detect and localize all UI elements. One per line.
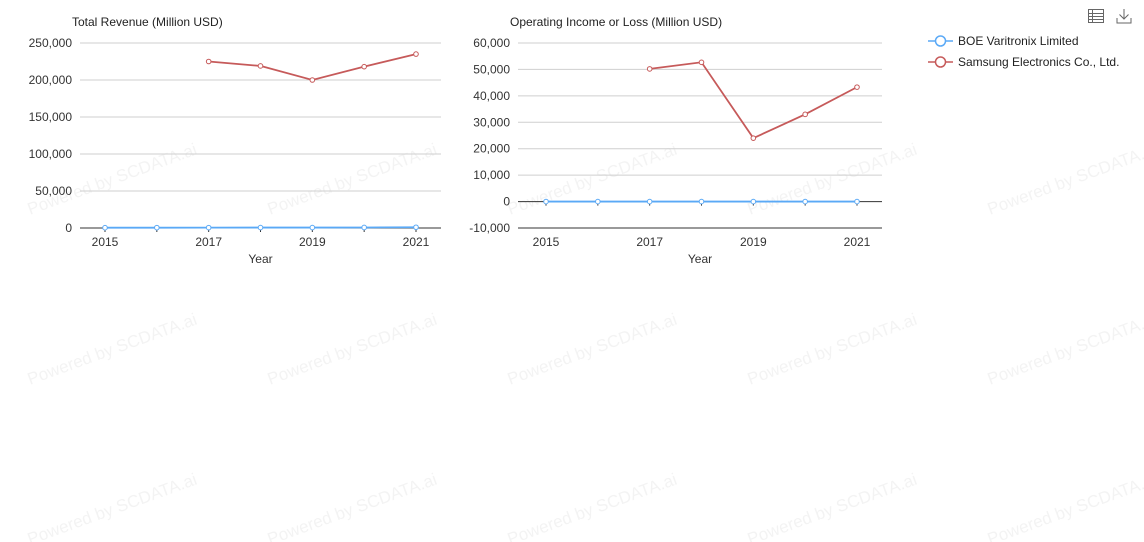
watermark-text: Powered by SCDATA.ai bbox=[745, 140, 920, 219]
watermark-text: Powered by SCDATA.ai bbox=[985, 310, 1144, 389]
data-point-samsung bbox=[750, 135, 757, 141]
data-point-samsung bbox=[361, 63, 367, 70]
data-point-samsung bbox=[309, 77, 316, 83]
legend-label-boe: BOE Varitronix Limited bbox=[958, 33, 1079, 48]
y-tick-label: 50,000 bbox=[35, 184, 72, 198]
y-tick-label: 0 bbox=[65, 221, 72, 235]
data-point-boe bbox=[309, 224, 316, 231]
x-axis-label: Year bbox=[688, 252, 712, 266]
data-point-boe bbox=[205, 224, 212, 231]
legend: BOE Varitronix Limited Samsung Electroni… bbox=[928, 30, 1119, 72]
data-point-boe bbox=[595, 198, 601, 205]
watermark-text: Powered by SCDATA.ai bbox=[505, 140, 680, 219]
watermark-text: Powered by SCDATA.ai bbox=[505, 470, 680, 542]
y-tick-label: 0 bbox=[503, 195, 510, 209]
x-tick-label: 2015 bbox=[533, 235, 560, 249]
watermark-layer: Powered by SCDATA.ai Powered by SCDATA.ai… bbox=[25, 140, 1144, 542]
data-point-boe bbox=[257, 224, 264, 231]
data-view-button[interactable] bbox=[1086, 6, 1106, 26]
y-tick-label: -10,000 bbox=[469, 221, 510, 235]
operating-income-chart: -10,000 0 10,000 20,000 30,000 40,000 50,000 60… bbox=[469, 36, 882, 266]
watermark-text: Powered by SCDATA.ai bbox=[985, 140, 1144, 219]
x-tick-label: 2015 bbox=[92, 235, 119, 249]
chart-title-revenue: Total Revenue (Million USD) bbox=[72, 15, 223, 29]
series-line-samsung bbox=[649, 61, 858, 140]
data-point-boe bbox=[361, 224, 367, 231]
y-tick-label: 50,000 bbox=[473, 62, 510, 76]
y-tick-label: 40,000 bbox=[473, 89, 510, 103]
download-icon bbox=[1116, 9, 1132, 24]
watermark-text: Powered by SCDATA.ai bbox=[985, 470, 1144, 542]
revenue-chart: 0 50,000 100,000 150,000 200,000 250,000 2015 2… bbox=[29, 36, 441, 266]
data-point-samsung bbox=[698, 59, 705, 66]
data-point-boe bbox=[543, 198, 549, 205]
watermark-text: Powered by SCDATA.ai bbox=[265, 140, 440, 219]
watermark-text: Powered by SCDATA.ai bbox=[265, 310, 440, 389]
legend-item-samsung[interactable]: Samsung Electronics Co., Ltd. bbox=[928, 51, 1119, 72]
x-tick-label: 2021 bbox=[403, 235, 430, 249]
data-point-boe bbox=[854, 198, 860, 205]
x-tick-label: 2017 bbox=[195, 235, 222, 249]
download-button[interactable] bbox=[1114, 6, 1134, 26]
legend-item-boe[interactable]: BOE Varitronix Limited bbox=[928, 30, 1119, 51]
data-point-samsung bbox=[854, 84, 860, 90]
chart-toolbar bbox=[1086, 6, 1134, 26]
data-point-boe bbox=[413, 224, 419, 231]
y-tick-label: 150,000 bbox=[29, 110, 73, 124]
y-tick-label: 250,000 bbox=[29, 36, 73, 50]
data-point-samsung bbox=[205, 58, 212, 65]
y-tick-label: 30,000 bbox=[473, 115, 510, 129]
watermark-text: Powered by SCDATA.ai bbox=[505, 310, 680, 389]
legend-line-circle-icon bbox=[928, 34, 953, 47]
data-point-boe bbox=[102, 224, 108, 231]
series-line-samsung bbox=[208, 53, 417, 81]
y-tick-label: 100,000 bbox=[29, 147, 73, 161]
watermark-text: Powered by SCDATA.ai bbox=[745, 470, 920, 542]
x-tick-label: 2017 bbox=[636, 235, 663, 249]
data-point-boe bbox=[154, 224, 160, 231]
watermark-text: Powered by SCDATA.ai bbox=[745, 310, 920, 389]
data-point-samsung bbox=[413, 51, 419, 57]
watermark-text: Powered by SCDATA.ai bbox=[25, 310, 200, 389]
x-tick-label: 2021 bbox=[844, 235, 871, 249]
y-tick-label: 10,000 bbox=[473, 168, 510, 182]
x-axis-label: Year bbox=[248, 252, 272, 266]
data-point-boe bbox=[750, 198, 757, 205]
data-point-boe bbox=[646, 198, 653, 205]
y-tick-label: 200,000 bbox=[29, 73, 73, 87]
watermark-text: Powered by SCDATA.ai bbox=[25, 470, 200, 542]
data-point-samsung bbox=[257, 63, 264, 69]
y-tick-label: 20,000 bbox=[473, 142, 510, 156]
data-point-boe bbox=[802, 198, 808, 205]
x-tick-label: 2019 bbox=[740, 235, 767, 249]
data-point-samsung bbox=[802, 111, 808, 118]
y-tick-label: 60,000 bbox=[473, 36, 510, 50]
legend-label-samsung: Samsung Electronics Co., Ltd. bbox=[958, 54, 1120, 69]
watermark-text: Powered by SCDATA.ai bbox=[265, 470, 440, 542]
data-view-icon bbox=[1088, 9, 1104, 23]
x-tick-label: 2019 bbox=[299, 235, 326, 249]
chart-title-operating-income: Operating Income or Loss (Million USD) bbox=[510, 15, 723, 29]
data-point-samsung bbox=[646, 66, 653, 72]
legend-line-circle-icon bbox=[928, 55, 953, 68]
data-point-boe bbox=[698, 198, 705, 205]
